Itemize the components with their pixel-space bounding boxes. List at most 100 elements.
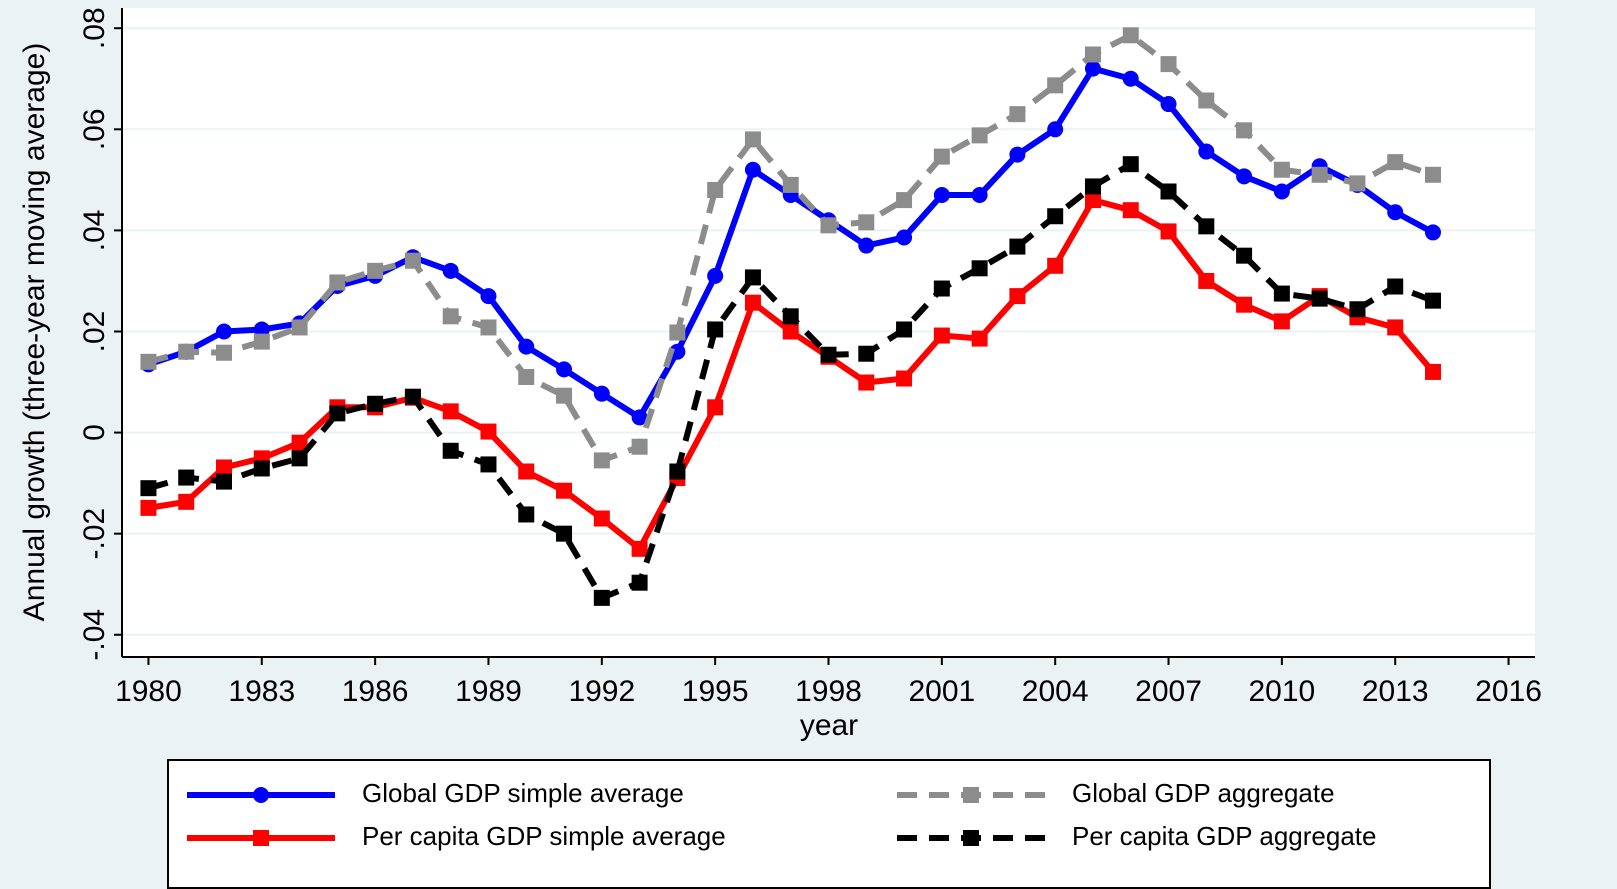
marker [707, 399, 724, 416]
marker [216, 323, 233, 340]
marker [329, 405, 346, 422]
marker [669, 324, 686, 341]
marker [518, 506, 535, 523]
marker [1349, 175, 1366, 192]
marker [933, 148, 950, 165]
marker [1009, 288, 1026, 305]
x-tick-label: 1980 [115, 675, 182, 708]
marker [896, 321, 913, 338]
marker [820, 217, 837, 234]
marker [707, 267, 724, 284]
marker [1198, 92, 1215, 109]
marker [744, 131, 761, 148]
marker [707, 321, 724, 338]
marker [518, 368, 535, 385]
marker [744, 161, 761, 178]
marker [140, 353, 157, 370]
marker [1009, 106, 1026, 123]
marker [820, 346, 837, 363]
marker [556, 525, 573, 542]
marker [933, 327, 950, 344]
marker [480, 288, 497, 305]
marker [1160, 56, 1177, 73]
marker [896, 370, 913, 387]
marker [518, 338, 535, 355]
marker [253, 321, 270, 338]
marker [1273, 183, 1290, 200]
marker [1084, 46, 1101, 63]
marker [1387, 204, 1404, 221]
x-tick-label: 2013 [1362, 675, 1429, 708]
marker [1236, 122, 1253, 139]
marker [442, 308, 459, 325]
legend-marker [963, 787, 979, 803]
marker [1387, 319, 1404, 336]
marker [1160, 223, 1177, 240]
marker [631, 540, 648, 557]
marker [1084, 192, 1101, 209]
marker [1311, 166, 1328, 183]
x-tick-label: 2010 [1248, 675, 1315, 708]
x-tick-label: 2016 [1475, 675, 1542, 708]
marker [858, 214, 875, 231]
marker [593, 589, 610, 606]
x-tick-label: 1995 [682, 675, 749, 708]
marker [518, 463, 535, 480]
x-tick-label: 1989 [455, 675, 522, 708]
marker [442, 262, 459, 279]
marker [1198, 218, 1215, 235]
legend [167, 759, 1491, 889]
marker [1160, 183, 1177, 200]
marker [631, 409, 648, 426]
marker [556, 361, 573, 378]
marker [1198, 143, 1215, 160]
marker [1311, 290, 1328, 307]
legend-label: Global GDP aggregate [1072, 778, 1335, 808]
marker [367, 395, 384, 412]
marker [291, 450, 308, 467]
marker [367, 262, 384, 279]
legend-marker [253, 830, 269, 846]
legend-marker [963, 830, 979, 846]
marker [1349, 301, 1366, 318]
marker [1160, 96, 1177, 113]
marker [896, 229, 913, 246]
marker [782, 323, 799, 340]
marker [442, 442, 459, 459]
marker [858, 374, 875, 391]
marker [442, 403, 459, 420]
marker [1084, 60, 1101, 77]
marker [480, 319, 497, 336]
x-tick-label: 1986 [342, 675, 409, 708]
marker [971, 260, 988, 277]
plot-area [122, 8, 1535, 657]
marker [291, 434, 308, 451]
marker [1122, 156, 1139, 173]
marker [1122, 202, 1139, 219]
marker [140, 499, 157, 516]
y-tick-label: .02 [78, 311, 111, 353]
marker [669, 463, 686, 480]
marker [329, 274, 346, 291]
marker [1047, 208, 1064, 225]
marker [1236, 296, 1253, 313]
marker [1273, 313, 1290, 330]
marker [253, 333, 270, 350]
marker [933, 280, 950, 297]
marker [1387, 278, 1404, 295]
y-axis-title: Annual growth (three-year moving average… [18, 43, 51, 622]
x-tick-label: 1983 [228, 675, 295, 708]
y-tick-label: .08 [78, 7, 111, 49]
marker [707, 181, 724, 198]
y-tick-label: -.02 [78, 508, 111, 560]
marker [556, 482, 573, 499]
marker [140, 480, 157, 497]
y-tick-label: 0 [78, 424, 111, 441]
marker [216, 344, 233, 361]
y-tick-label: .04 [78, 210, 111, 252]
marker [858, 345, 875, 362]
marker [1122, 70, 1139, 87]
x-tick-label: 1998 [795, 675, 862, 708]
marker [1198, 272, 1215, 289]
marker [178, 343, 195, 360]
